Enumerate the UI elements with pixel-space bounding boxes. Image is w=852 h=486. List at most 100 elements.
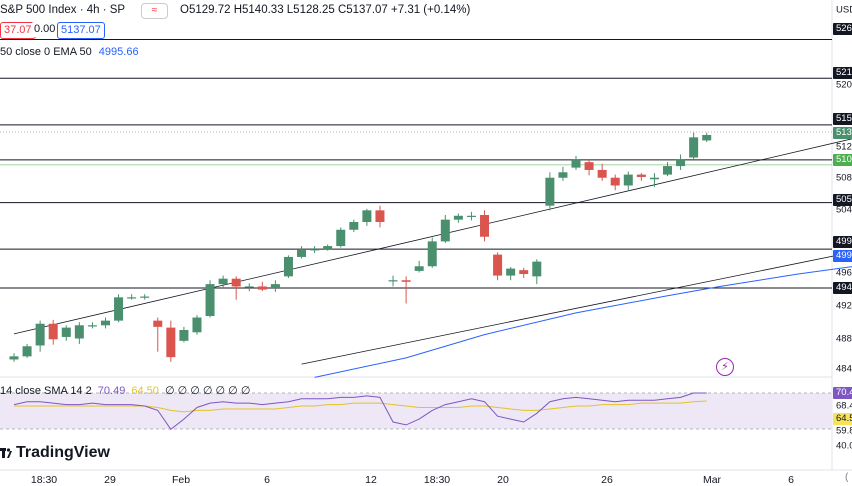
price-axis-label: 504 <box>836 204 852 216</box>
candle-body <box>323 246 333 250</box>
candle-body <box>270 284 280 289</box>
candle-body <box>283 256 293 277</box>
candle-body <box>22 346 32 357</box>
candle-body <box>584 162 594 170</box>
candle-body <box>427 241 437 267</box>
symbol-title[interactable]: S&P 500 Index · 4h · SP <box>0 4 126 16</box>
tradingview-logo[interactable]: TradingView <box>0 442 110 464</box>
rsi-tag-sma: 64.5 <box>833 413 852 425</box>
candle-7 <box>100 317 110 329</box>
candle-35 <box>466 211 476 221</box>
candle-body <box>349 221 359 230</box>
price-tag-level: 515 <box>833 113 852 125</box>
price-tag-level: 494 <box>833 282 852 294</box>
ema-legend[interactable]: 50 close 0 EMA 50 4995.66 <box>0 46 139 58</box>
candle-43 <box>571 155 581 170</box>
candle-19 <box>257 281 267 292</box>
price-tag-green: 510 <box>833 154 852 166</box>
rsi-band <box>0 393 832 429</box>
candle-17 <box>231 276 241 300</box>
candle-44 <box>584 159 594 176</box>
price-axis-label: 496 <box>836 267 852 279</box>
buy-button[interactable]: 5137.07 <box>57 22 105 39</box>
candle-body <box>310 249 320 251</box>
candle-body <box>676 159 686 167</box>
horizontal-levels <box>0 38 832 289</box>
rsi-line <box>13 392 707 430</box>
candle-body <box>127 297 137 299</box>
candle-39 <box>519 267 529 278</box>
candle-36 <box>480 210 490 242</box>
candle-14 <box>192 315 202 335</box>
candle-45 <box>597 163 607 181</box>
candle-body <box>297 249 307 257</box>
candle-body <box>623 174 633 186</box>
price-axis-label: 512 <box>836 141 852 153</box>
candle-body <box>610 177 620 186</box>
candle-body <box>87 325 97 327</box>
sell-button[interactable]: 37.07 <box>0 22 36 39</box>
candle-49 <box>649 173 659 188</box>
candle-26 <box>349 219 359 233</box>
price-tag-level: 526 <box>833 23 852 35</box>
time-axis-label: 6 <box>264 474 270 486</box>
candle-body <box>388 280 398 282</box>
price-tag-ema: 499 <box>833 250 852 262</box>
candle-8 <box>114 294 124 323</box>
candle-body <box>649 177 659 180</box>
tradingview-logo-icon <box>0 446 12 460</box>
candle-20 <box>270 280 280 292</box>
candle-40 <box>532 259 542 285</box>
candle-33 <box>440 215 450 243</box>
candle-28 <box>375 205 385 228</box>
candle-42 <box>558 166 568 181</box>
candle-body <box>140 296 150 298</box>
candle-47 <box>623 171 633 191</box>
time-axis-label: 20 <box>497 474 509 486</box>
candle-body <box>663 166 672 175</box>
candle-body <box>375 210 385 222</box>
candle-body <box>480 215 490 237</box>
candle-10 <box>140 294 150 300</box>
time-axis-label: 12 <box>365 474 377 486</box>
ema-value: 4995.66 <box>98 46 139 58</box>
candle-48 <box>636 173 646 181</box>
candle-21 <box>283 255 293 278</box>
rsi-tag-rsi: 70.4 <box>833 387 852 399</box>
rsi-zeros: ∅ ∅ ∅ ∅ ∅ ∅ ∅ <box>164 385 251 397</box>
time-axis-label: 26 <box>601 474 613 486</box>
candle-31 <box>414 260 424 273</box>
candle-body <box>453 215 463 220</box>
candle-body <box>466 215 476 217</box>
time-axis-settings-icon[interactable]: ( <box>845 472 849 483</box>
rsi-axis-label: 40.0 <box>836 440 852 452</box>
candle-6 <box>87 322 97 329</box>
candle-body <box>636 174 646 177</box>
rsi-axis-label: 68.4 <box>836 400 852 412</box>
price-axis-label: 508 <box>836 172 852 184</box>
candle-52 <box>689 132 699 160</box>
candle-body <box>545 177 555 206</box>
candle-53 <box>702 132 712 142</box>
candle-5 <box>74 322 84 344</box>
candle-24 <box>323 244 333 251</box>
candle-body <box>414 266 424 271</box>
candle-body <box>153 320 163 327</box>
candle-body <box>48 323 58 340</box>
candle-body <box>166 327 176 358</box>
candle-4 <box>61 325 71 341</box>
candle-32 <box>427 237 437 268</box>
candle-body <box>244 286 254 288</box>
rsi-legend[interactable]: 14 close SMA 14 2 70.49 64.50 ∅ ∅ ∅ ∅ ∅ … <box>0 384 250 397</box>
approx-toggle-icon[interactable]: ≈ <box>141 3 168 19</box>
candle-body <box>689 137 699 158</box>
candle-body <box>362 210 372 222</box>
lightning-alert-icon[interactable]: ⚡ <box>716 358 734 376</box>
candle-1 <box>22 343 32 358</box>
candle-50 <box>663 162 672 177</box>
price-tag-level: 499 <box>833 236 852 248</box>
candle-2 <box>35 320 45 352</box>
candle-29 <box>388 275 398 287</box>
currency-label: USD <box>836 4 852 16</box>
